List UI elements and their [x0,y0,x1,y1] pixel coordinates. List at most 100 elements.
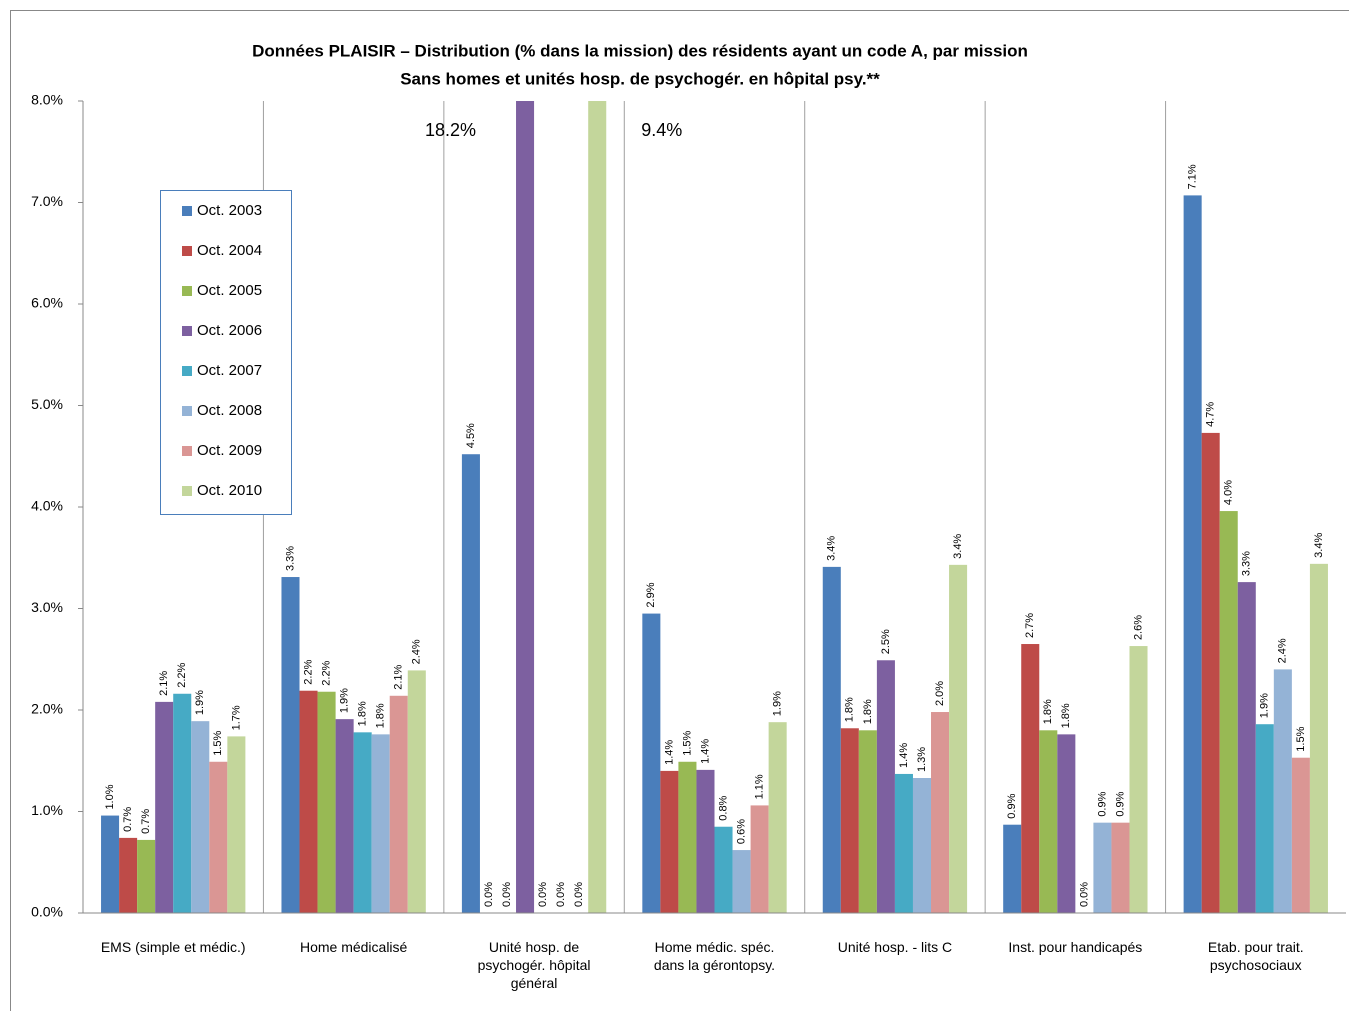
bar [732,850,751,913]
data-label: 1.9% [1259,693,1271,718]
data-label: 3.4% [952,534,964,559]
data-label: 3.4% [826,536,838,561]
legend-label: Oct. 2007 [197,362,262,379]
bar [949,564,968,913]
bar [1093,822,1112,913]
bar [227,736,246,913]
data-label: 0.7% [140,809,152,834]
data-label: 1.1% [754,774,766,799]
data-label: 1.5% [681,730,693,755]
legend-label: Oct. 2005 [197,282,262,299]
bar [1111,822,1130,913]
data-label: 2.0% [934,681,946,706]
legend-label: Oct. 2003 [197,202,262,219]
bar [461,454,480,913]
data-label: 1.4% [898,743,910,768]
data-label: 3.3% [1241,551,1253,576]
bar [119,837,138,913]
bar [1003,824,1022,913]
data-label: 0.0% [537,882,549,907]
data-label: 1.4% [663,740,675,765]
bar [191,721,210,913]
plot-area [101,101,1328,914]
y-tick-label: 5.0% [31,396,63,412]
y-tick-label: 4.0% [31,498,63,514]
data-label: 4.5% [465,423,477,448]
data-label: 0.6% [735,819,747,844]
bar [660,770,679,913]
bar [1039,730,1058,913]
bar [101,815,120,913]
bar [1309,563,1328,913]
data-label: 1.8% [1042,699,1054,724]
data-label: 1.8% [844,697,856,722]
bar [840,728,859,913]
data-label: 1.9% [194,690,206,715]
y-tick-label: 1.0% [31,802,63,818]
data-label: 2.1% [158,671,170,696]
data-label: 2.2% [176,662,188,687]
bar [371,734,390,913]
x-tick-label: Home médicalisé [299,939,408,955]
data-label: 0.0% [1078,882,1090,907]
bar [1291,757,1310,913]
bar [516,101,535,914]
legend-label: Oct. 2008 [197,402,262,419]
legend-box [160,190,292,515]
legend-swatch [182,246,192,256]
x-tick-label: Unité hosp. de psychogér. hôpital généra… [477,939,591,991]
bar [1183,195,1202,913]
data-label: 0.8% [717,795,729,820]
chart-subtitle: Sans homes et unités hosp. de psychogér.… [400,69,880,88]
bar [588,101,607,913]
bar [389,695,408,913]
y-tick-label: 8.0% [31,92,63,108]
bar [1255,724,1274,913]
legend-swatch [182,406,192,416]
data-label: 2.1% [393,664,405,689]
bar [209,761,228,913]
data-label: 1.9% [339,688,351,713]
x-tick-label: EMS (simple et médic.) [100,939,246,955]
data-label: 7.1% [1187,164,1199,189]
bar [1201,432,1220,913]
bar [768,722,787,913]
data-label: 1.3% [916,747,928,772]
bar [894,773,913,913]
legend-swatch [182,286,192,296]
data-label: 2.4% [1277,638,1289,663]
bar [912,778,932,913]
legend-swatch [182,366,192,376]
data-label: 0.9% [1006,793,1018,818]
bar [696,769,715,913]
data-label: 2.2% [302,659,314,684]
bar [822,566,841,913]
bar [137,839,156,913]
data-label: 4.7% [1205,402,1217,427]
bar [1273,669,1292,913]
bar [1219,511,1238,913]
bar [678,761,697,913]
bar [876,660,895,913]
y-tick-label: 0.0% [31,904,63,920]
data-label: 2.2% [320,660,332,685]
data-label: 1.4% [699,739,711,764]
data-label: 1.5% [212,730,224,755]
data-label: 1.8% [357,701,369,726]
bar [714,826,733,913]
legend-label: Oct. 2006 [197,322,262,339]
y-tick-label: 7.0% [31,193,63,209]
data-label: 4.0% [1223,480,1235,505]
data-label: 0.0% [573,882,585,907]
bar [281,577,300,913]
data-label: 2.7% [1024,613,1036,638]
data-label-offscale: 9.4% [641,120,682,140]
data-label: 0.9% [1114,791,1126,816]
data-label: 2.4% [411,639,423,664]
data-label: 2.9% [645,582,657,607]
legend-label: Oct. 2009 [197,442,262,459]
data-label: 3.3% [284,546,296,571]
legend-swatch [182,446,192,456]
bar [335,719,354,913]
